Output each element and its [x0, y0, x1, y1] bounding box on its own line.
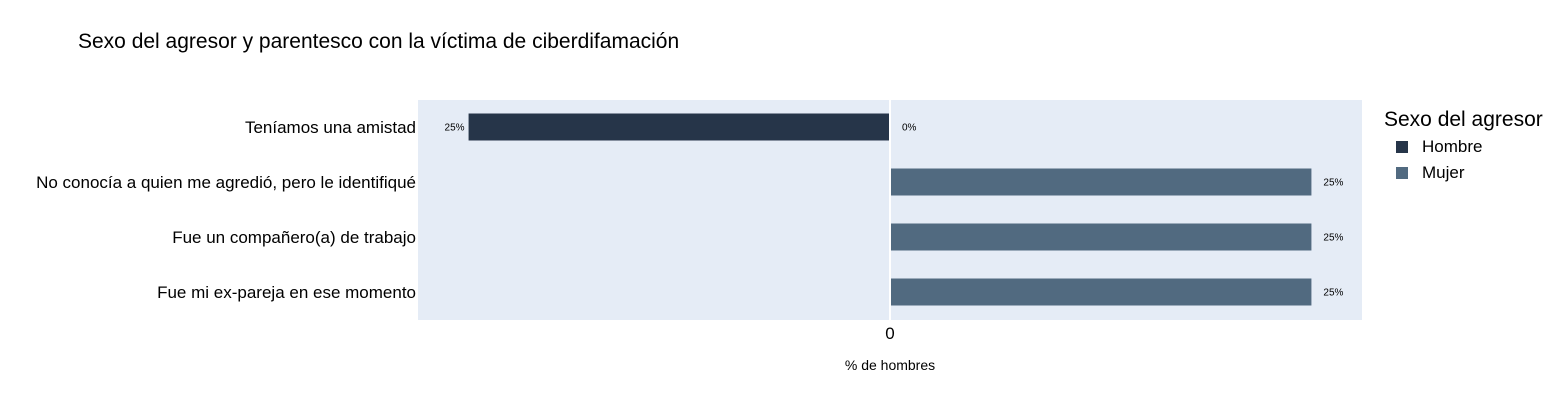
data-label-mujer-teniamos-una-amistad: 0%	[902, 123, 917, 134]
legend[interactable]: Sexo del agresor Hombre Mujer	[1384, 108, 1543, 186]
legend-item-hombre[interactable]: Hombre	[1384, 134, 1543, 160]
x-axis-label: % de hombres	[845, 357, 935, 373]
legend-label-hombre: Hombre	[1422, 137, 1483, 156]
data-label-mujer-fue-mi-ex-pareja-en-ese-momento: 25%	[1323, 288, 1343, 299]
labels-layer: Teníamos una amistad No conocía a quien m…	[36, 118, 1343, 343]
data-label-mujer-fue-un-companero-a-de-trabajo: 25%	[1323, 233, 1343, 244]
x-tick-label: 0	[885, 324, 894, 343]
legend-item-mujer[interactable]: Mujer	[1384, 160, 1543, 186]
legend-title: Sexo del agresor	[1384, 108, 1543, 131]
bars-layer	[468, 113, 1312, 306]
data-label-mujer-no-conocia-a-quien-me-agredio-pero-le-identifique: 25%	[1323, 178, 1343, 189]
legend-swatch-mujer	[1396, 167, 1408, 179]
chart-title: Sexo del agresor y parentesco con la víc…	[78, 30, 680, 53]
y-tick-label-fue-un-companero-a-de-trabajo: Fue un compañero(a) de trabajo	[172, 228, 416, 247]
bar-mujer-fue-mi-ex-pareja-en-ese-momento[interactable]	[890, 278, 1312, 306]
y-tick-label-no-conocia-a-quien-me-agredio-pero-le-identifique: No conocía a quien me agredió, pero le i…	[36, 173, 416, 192]
bar-mujer-no-conocia-a-quien-me-agredio-pero-le-identifique[interactable]	[890, 168, 1312, 196]
legend-swatch-hombre	[1396, 141, 1408, 153]
y-tick-label-teniamos-una-amistad: Teníamos una amistad	[245, 118, 416, 137]
y-tick-label-fue-mi-ex-pareja-en-ese-momento: Fue mi ex-pareja en ese momento	[157, 283, 416, 302]
legend-label-mujer: Mujer	[1422, 163, 1465, 182]
data-label-hombre-teniamos-una-amistad: 25%	[445, 123, 465, 134]
bar-mujer-fue-un-companero-a-de-trabajo[interactable]	[890, 223, 1312, 251]
bar-hombre-teniamos-una-amistad[interactable]	[468, 113, 890, 141]
